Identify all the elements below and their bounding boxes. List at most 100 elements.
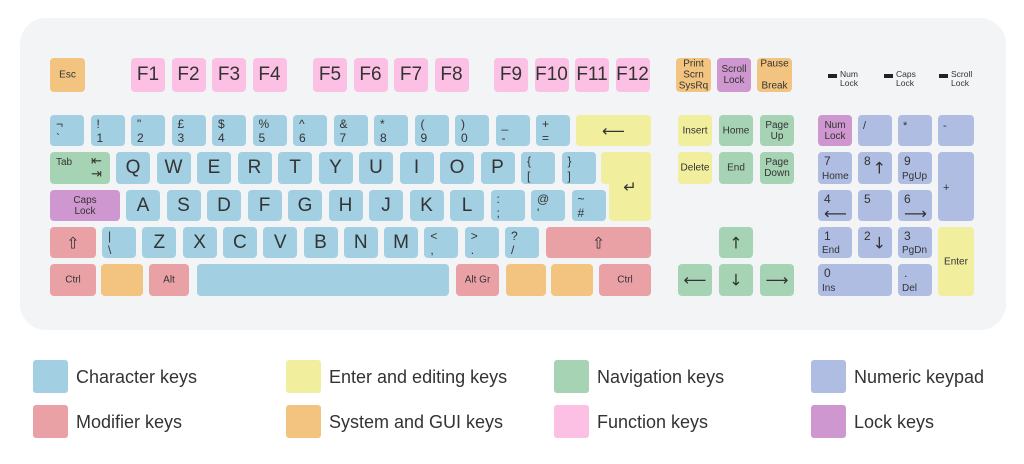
key-9[interactable]: 9 PgUp (898, 152, 932, 184)
key-symbol[interactable]: ) 0 (455, 115, 489, 146)
key-v[interactable]: V (263, 227, 298, 258)
key-r[interactable]: R (237, 152, 272, 184)
key-symbol[interactable]: - (938, 115, 974, 146)
key-m[interactable]: M (384, 227, 419, 258)
key-2[interactable]: 2 ↓ (858, 227, 892, 258)
key-symbol[interactable]: ! 1 (90, 115, 125, 146)
key-f6[interactable]: F6 (353, 58, 388, 92)
key-symbol[interactable]: . Del (898, 264, 932, 296)
key-f10[interactable]: F10 (534, 58, 569, 92)
key-arrow-up-icon[interactable]: ↑ (719, 227, 753, 258)
key-n[interactable]: N (343, 227, 378, 258)
key-w[interactable]: W (156, 152, 191, 184)
key-symbol[interactable]: {[ (521, 152, 555, 184)
key-end[interactable]: End (719, 152, 753, 184)
key-tab[interactable]: Tab ⇤ ⇥ (50, 152, 110, 184)
key-f8[interactable]: F8 (434, 58, 469, 92)
key-symbol[interactable]: * 8 (374, 115, 408, 146)
key-7[interactable]: 7 Home (818, 152, 852, 184)
key-p[interactable]: P (480, 152, 515, 184)
key-system-gui[interactable] (101, 264, 143, 296)
key-shift-icon[interactable]: ⇧ (50, 227, 96, 258)
key-symbol[interactable]: + = (536, 115, 570, 146)
key-k[interactable]: K (409, 190, 444, 221)
key-f3[interactable]: F3 (212, 58, 246, 92)
key-alt[interactable]: Alt (149, 264, 189, 296)
key-print-scrn-sysrq[interactable]: Print Scrn SysRq (676, 58, 711, 92)
key-symbol[interactable]: $4 (212, 115, 246, 146)
key-symbol[interactable]: & 7 (333, 115, 368, 146)
key-t[interactable]: T (278, 152, 312, 184)
key-f4[interactable]: F4 (252, 58, 287, 92)
key-i[interactable]: I (399, 152, 434, 184)
key-f9[interactable]: F9 (494, 58, 528, 92)
key-home[interactable]: Home (719, 115, 753, 146)
key-h[interactable]: H (328, 190, 363, 221)
key-5[interactable]: 5 (858, 190, 892, 221)
key-symbol[interactable]: * (898, 115, 932, 146)
key-f5[interactable]: F5 (313, 58, 347, 92)
key-symbol[interactable]: £3 (171, 115, 206, 146)
key-u[interactable]: U (359, 152, 393, 184)
key-symbol[interactable]: / (858, 115, 892, 146)
key-s[interactable]: S (166, 190, 201, 221)
key-f2[interactable]: F2 (171, 58, 206, 92)
key-shift-icon[interactable]: ⇧ (546, 227, 651, 258)
key-arrow-down-icon[interactable]: ↓ (719, 264, 753, 296)
key-symbol[interactable]: ~ # (571, 190, 606, 221)
key-8[interactable]: 8 ↑ (858, 152, 892, 184)
key-b[interactable]: B (303, 227, 338, 258)
key-f12[interactable]: F12 (615, 58, 650, 92)
key-symbol[interactable]: ^ 6 (293, 115, 327, 146)
key-y[interactable]: Y (318, 152, 353, 184)
key-page-up[interactable]: Page Up (760, 115, 794, 146)
key-caps-lock[interactable]: Caps Lock (50, 190, 120, 221)
key-page-down[interactable]: Page Down (760, 152, 794, 184)
key-symbol[interactable]: + (938, 152, 974, 221)
key-scroll-lock[interactable]: Scroll Lock (717, 58, 751, 92)
key-symbol[interactable]: ? / (505, 227, 539, 258)
key-backspace-arrow-icon[interactable]: ⟵ (576, 115, 651, 146)
key-f7[interactable]: F7 (394, 58, 428, 92)
key-arrow-left-icon[interactable]: ⟵ (678, 264, 712, 296)
key-symbol[interactable]: ¬ ` (50, 115, 84, 146)
key-g[interactable]: G (288, 190, 322, 221)
key-4[interactable]: 4 ⟵ (818, 190, 852, 222)
key-symbol[interactable]: " 2 (131, 115, 165, 146)
key-symbol[interactable]: <, (424, 227, 459, 258)
key-esc[interactable]: Esc (50, 58, 85, 92)
key-z[interactable]: Z (142, 227, 177, 258)
key-f[interactable]: F (247, 190, 282, 221)
key-1[interactable]: 1 End (818, 227, 852, 258)
key-alt-gr[interactable]: Alt Gr (456, 264, 499, 296)
key-x[interactable]: X (182, 227, 217, 258)
key-ctrl[interactable]: Ctrl (599, 264, 651, 296)
key-6[interactable]: 6 ⟶ (898, 190, 932, 222)
key-symbol[interactable]: >. (464, 227, 499, 258)
key-c[interactable]: C (222, 227, 257, 258)
key-delete[interactable]: Delete (678, 152, 712, 184)
key-ctrl[interactable]: Ctrl (50, 264, 96, 296)
key-symbol[interactable]: }] (561, 152, 596, 184)
key-symbol[interactable]: % 5 (252, 115, 287, 146)
key-num-lock[interactable]: Num Lock (818, 115, 852, 146)
key-a[interactable]: A (126, 190, 160, 221)
key-symbol[interactable]: _ - (495, 115, 530, 146)
key-pause-break[interactable]: Pause Break (757, 58, 792, 92)
key-symbol[interactable]: :; (490, 190, 525, 221)
key-3[interactable]: 3 PgDn (898, 227, 932, 258)
key-symbol[interactable]: (9 (414, 115, 449, 146)
key-symbol[interactable]: | \ (102, 227, 136, 258)
key-symbol[interactable]: @ ' (531, 190, 565, 221)
key-system-gui[interactable] (551, 264, 593, 296)
key-system-gui[interactable] (506, 264, 546, 296)
key-j[interactable]: J (369, 190, 403, 221)
key-arrow-right-icon[interactable]: ⟶ (760, 264, 794, 296)
key-insert[interactable]: Insert (678, 115, 712, 146)
key-l[interactable]: L (450, 190, 484, 221)
key-character[interactable] (197, 264, 449, 296)
key-o[interactable]: O (440, 152, 474, 184)
key-enter[interactable]: Enter (938, 227, 974, 296)
key-e[interactable]: E (197, 152, 231, 184)
key-f11[interactable]: F11 (575, 58, 609, 92)
